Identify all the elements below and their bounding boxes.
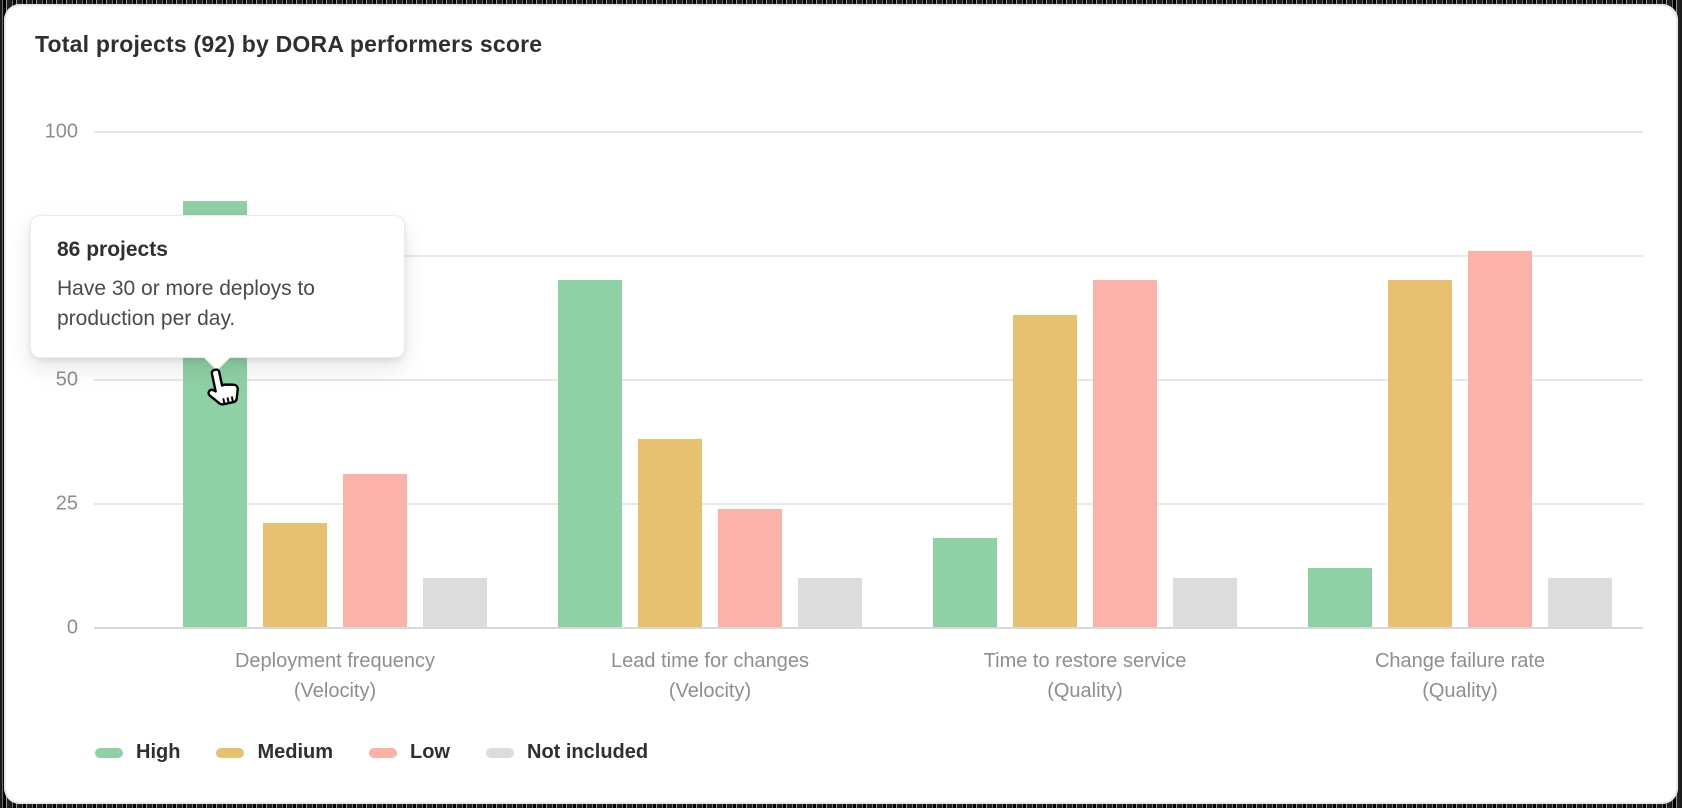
bar-medium-change-failure-rate[interactable]: [1388, 280, 1452, 628]
y-axis-tick-0: 0: [66, 616, 78, 638]
bar-low-time-to-restore-service[interactable]: [1093, 280, 1157, 628]
legend-swatch-low: [369, 747, 397, 758]
legend-swatch-high: [95, 747, 123, 758]
legend-swatch-not-included: [486, 747, 514, 758]
bar-low-deployment-frequency[interactable]: [343, 473, 407, 628]
category-label-lead-time-for-changes: Lead time for changes (Velocity): [611, 650, 809, 702]
y-axis-tick-25: 25: [55, 492, 78, 515]
bar-high-time-to-restore-service[interactable]: [933, 538, 997, 628]
chart-legend: High Medium Low Not included: [95, 741, 648, 764]
chart-title: Total projects (92) by DORA performers s…: [35, 31, 543, 57]
legend-item-medium[interactable]: Medium: [216, 741, 333, 764]
cursor-hand-icon: [198, 360, 250, 419]
category-label-change-failure-rate: Change failure rate (Quality): [1374, 650, 1546, 702]
gridline-25: [94, 502, 1643, 505]
gridline-50: [94, 378, 1643, 381]
y-axis-tick-50: 50: [55, 368, 78, 391]
legend-item-not-included[interactable]: Not included: [486, 741, 648, 764]
category-label-time-to-restore-service: Time to restore service (Quality): [983, 650, 1187, 702]
legend-item-high[interactable]: High: [95, 741, 180, 764]
gridline-0: [94, 626, 1643, 629]
legend-swatch-medium: [216, 747, 245, 758]
y-axis-tick-100: 100: [44, 120, 78, 143]
bar-not-included-lead-time-for-changes[interactable]: [798, 577, 862, 628]
legend-label: Low: [410, 741, 450, 763]
legend-label: Not included: [527, 741, 649, 763]
tooltip-description: Have 30 or more deploys to production pe…: [57, 277, 315, 330]
bar-medium-deployment-frequency[interactable]: [263, 523, 327, 628]
gridline-75: [94, 254, 1643, 257]
bar-medium-lead-time-for-changes[interactable]: [638, 439, 702, 628]
gridline-100: [94, 130, 1643, 133]
bar-not-included-time-to-restore-service[interactable]: [1173, 577, 1237, 628]
bar-high-lead-time-for-changes[interactable]: [558, 280, 622, 628]
bar-not-included-change-failure-rate[interactable]: [1548, 577, 1612, 628]
legend-label: Medium: [257, 741, 333, 763]
bar-high-change-failure-rate[interactable]: [1308, 568, 1372, 628]
bar-low-lead-time-for-changes[interactable]: [718, 508, 782, 628]
bar-medium-time-to-restore-service[interactable]: [1013, 315, 1077, 628]
tooltip-value: 86 projects: [57, 238, 168, 261]
legend-label: High: [136, 741, 181, 763]
category-label-deployment-frequency: Deployment frequency (Velocity): [234, 650, 436, 702]
bar-not-included-deployment-frequency[interactable]: [423, 577, 487, 628]
bar-tooltip: 86 projects Have 30 or more deploys to p…: [30, 215, 405, 358]
bar-low-change-failure-rate[interactable]: [1468, 250, 1532, 628]
legend-item-low[interactable]: Low: [369, 741, 450, 764]
